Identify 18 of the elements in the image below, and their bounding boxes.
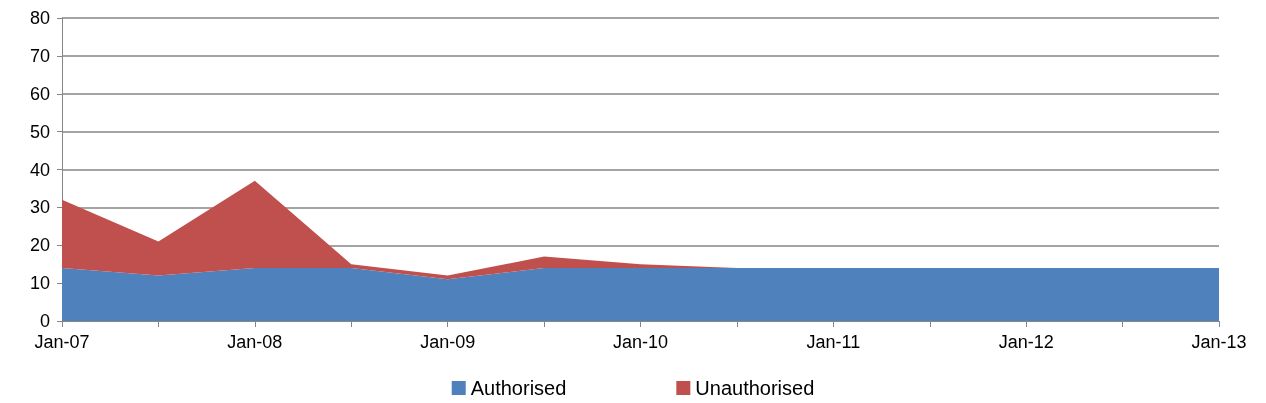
x-tick-label: Jan-09 [420,332,476,352]
x-tick-label: Jan-10 [612,332,669,352]
y-tick-label: 20 [29,235,50,256]
x-tick-label: Jan-07 [34,332,90,352]
y-tick-label: 30 [29,197,50,218]
y-tick-label: 60 [29,83,50,104]
y-tick-label: 0 [39,311,50,331]
y-tick-label: 50 [29,121,50,142]
y-tick-label: 80 [29,8,50,28]
x-tick-label: Jan-12 [998,332,1054,352]
y-tick-label: 70 [29,45,50,66]
x-tick-label: Jan-08 [227,332,283,352]
legend-label: Unauthorised [695,377,815,399]
y-tick-label: 10 [29,273,50,294]
legend-label: Authorised [470,377,567,399]
x-tick-label: Jan-13 [1191,332,1247,352]
y-tick-label: 40 [29,159,50,180]
x-tick-label: Jan-11 [806,332,861,352]
